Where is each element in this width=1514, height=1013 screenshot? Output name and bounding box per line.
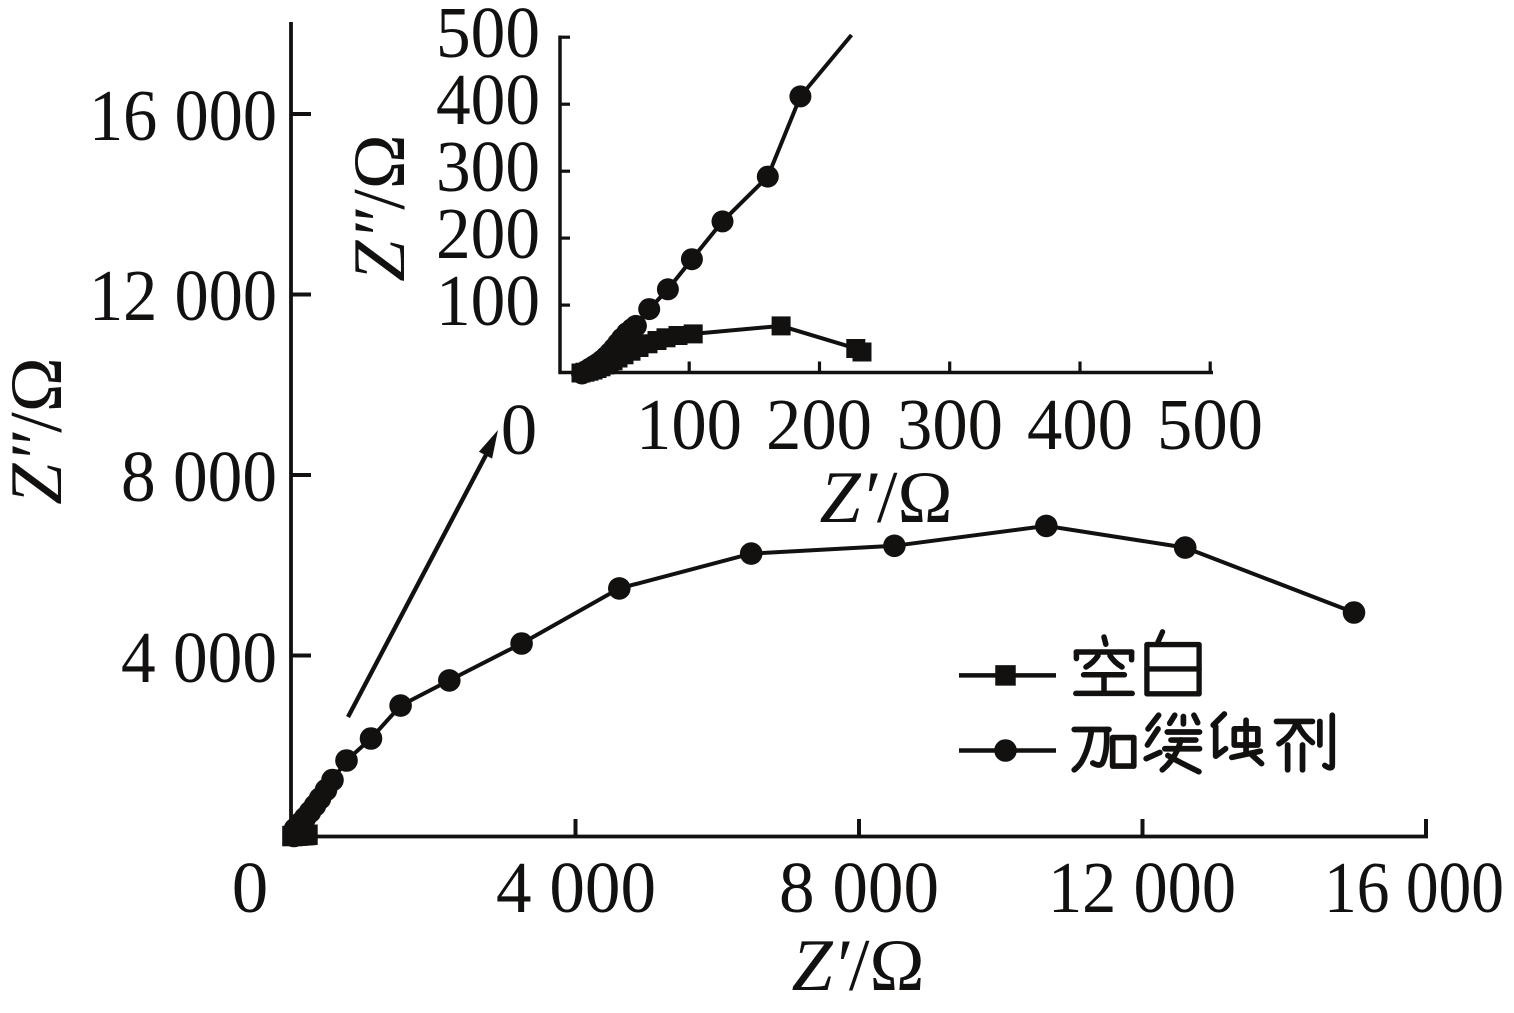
svg-text:Z″/Ω: Z″/Ω: [0, 357, 78, 505]
svg-text:Z″/Ω: Z″/Ω: [339, 134, 421, 282]
svg-text:Z′/Ω: Z′/Ω: [792, 925, 925, 1007]
svg-text:500: 500: [436, 0, 540, 73]
svg-text:8 000: 8 000: [121, 436, 277, 517]
svg-text:200: 200: [436, 193, 540, 274]
svg-text:16 000: 16 000: [1324, 847, 1504, 928]
svg-text:4 000: 4 000: [496, 847, 656, 928]
svg-text:8 000: 8 000: [779, 847, 939, 928]
svg-text:300: 300: [897, 384, 1003, 465]
svg-text:12 000: 12 000: [89, 255, 277, 336]
svg-text:12 000: 12 000: [1048, 847, 1236, 928]
svg-text:300: 300: [436, 126, 540, 207]
svg-text:0: 0: [501, 389, 538, 470]
svg-text:16 000: 16 000: [89, 75, 277, 156]
svg-text:Z′/Ω: Z′/Ω: [820, 457, 953, 539]
svg-text:400: 400: [1027, 384, 1133, 465]
svg-text:400: 400: [436, 59, 540, 140]
svg-text:4 000: 4 000: [121, 617, 277, 698]
svg-text:200: 200: [766, 384, 872, 465]
svg-text:500: 500: [1157, 384, 1263, 465]
svg-text:0: 0: [232, 847, 269, 928]
svg-text:100: 100: [436, 260, 540, 341]
svg-text:100: 100: [636, 384, 742, 465]
